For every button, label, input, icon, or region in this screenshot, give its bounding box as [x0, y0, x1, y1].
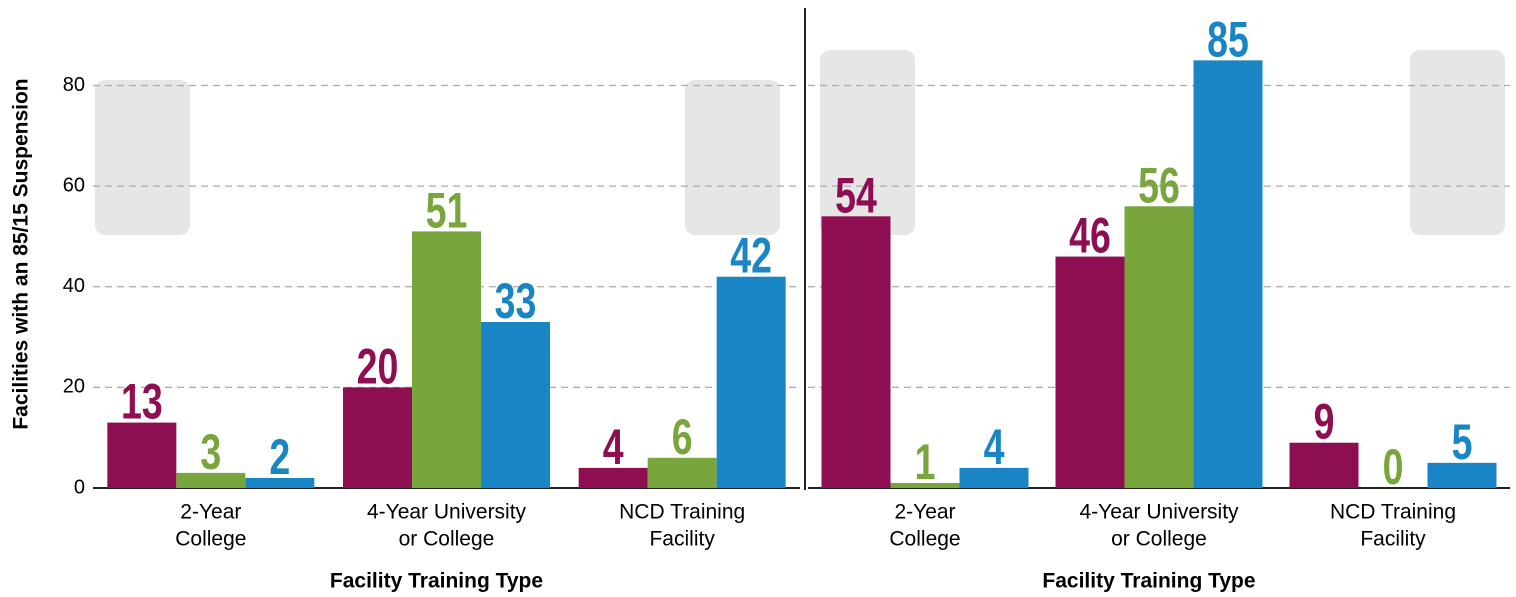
x-tick-label: NCD Training — [619, 501, 745, 524]
bar — [647, 457, 717, 488]
bar — [1193, 60, 1263, 489]
y-tick-label: 40 — [63, 275, 85, 297]
bar — [890, 482, 960, 488]
x-tick-label: Facility — [1360, 528, 1426, 551]
bar — [412, 231, 481, 489]
data-label: 46 — [1069, 208, 1111, 263]
bar — [343, 387, 412, 488]
x-tick-label: 4-Year University — [367, 501, 527, 524]
data-label: 2 — [269, 430, 290, 485]
data-label: 1 — [915, 435, 936, 490]
x-tick-label: 2-Year — [894, 501, 955, 524]
data-label: 42 — [730, 229, 772, 284]
data-label: 9 — [1314, 395, 1335, 450]
y-axis-label: Facilities with an 85/15 Suspension — [10, 78, 33, 429]
x-tick-label: College — [889, 528, 960, 551]
data-label: 4 — [603, 420, 624, 475]
data-label: 6 — [672, 410, 693, 465]
bar — [107, 422, 177, 488]
x-tick-label: 2-Year — [180, 501, 241, 524]
y-tick-label: 60 — [63, 174, 85, 196]
data-label: 3 — [200, 425, 221, 480]
data-label: 56 — [1138, 158, 1180, 213]
x-tick-label: Facility — [649, 528, 715, 551]
x-tick-label: College — [175, 528, 246, 551]
bar — [716, 276, 786, 488]
bar — [245, 477, 315, 488]
data-label: 0 — [1383, 440, 1404, 495]
data-label: 85 — [1207, 12, 1249, 67]
x-tick-label: 4-Year University — [1079, 501, 1239, 524]
x-tick-label: or College — [399, 528, 495, 551]
bar — [1055, 256, 1125, 488]
bar — [176, 472, 246, 488]
watermark — [95, 50, 1505, 235]
data-label: 4 — [984, 420, 1005, 475]
bar — [1289, 442, 1359, 488]
y-tick-label: 20 — [63, 376, 85, 398]
bar — [481, 321, 550, 488]
x-tick-label: NCD Training — [1330, 501, 1456, 524]
x-axis-label: Facility Training Type — [1042, 570, 1255, 593]
data-label: 33 — [495, 274, 537, 329]
bar — [1124, 206, 1194, 488]
data-label: 51 — [426, 183, 468, 238]
data-label: 20 — [357, 339, 399, 394]
data-label: 54 — [835, 168, 877, 223]
y-tick-label: 0 — [74, 476, 85, 498]
bar — [821, 216, 891, 488]
data-label: 13 — [121, 374, 163, 429]
bar — [1427, 462, 1497, 488]
bar — [959, 467, 1029, 488]
bar — [578, 467, 648, 488]
x-tick-label: or College — [1111, 528, 1207, 551]
x-axis-label: Facility Training Type — [330, 570, 543, 593]
y-tick-label: 80 — [63, 74, 85, 96]
data-label: 5 — [1452, 415, 1473, 470]
